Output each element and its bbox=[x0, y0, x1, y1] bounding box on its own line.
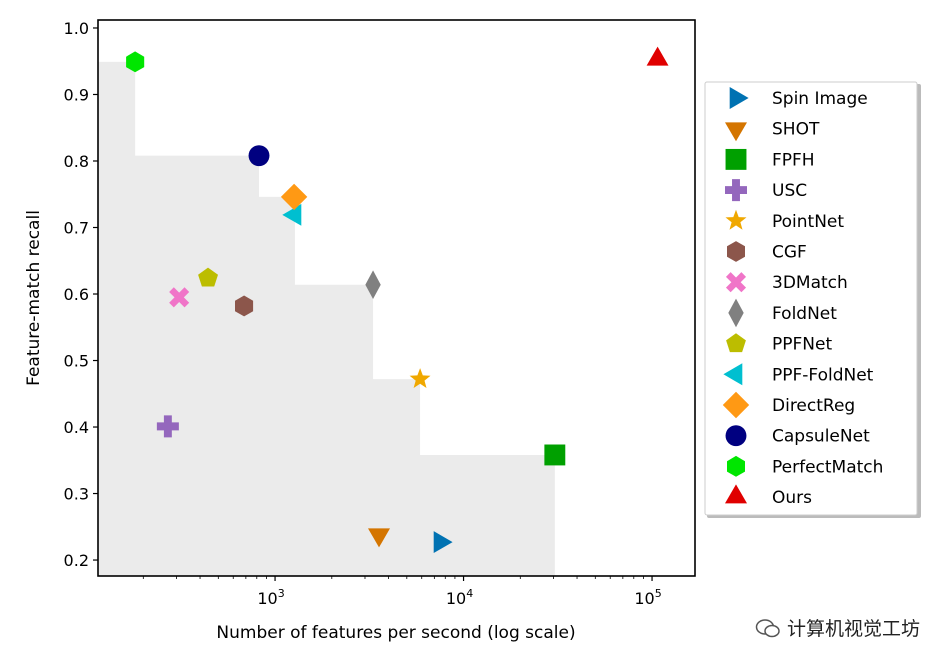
legend: Spin Image SHOT FPFH USC PointNet CGF 3DMatch F… bbox=[704, 81, 921, 518]
legend-label: FoldNet bbox=[772, 304, 837, 324]
legend-label: DirectReg bbox=[772, 396, 855, 416]
legend-entry: DirectReg bbox=[722, 391, 855, 419]
legend-entry: USC bbox=[725, 179, 807, 201]
data-point-foldnet bbox=[365, 270, 381, 299]
legend-label: CGF bbox=[772, 243, 807, 263]
legend-entry: PPFNet bbox=[726, 333, 832, 355]
watermark-text: 计算机视觉工坊 bbox=[786, 618, 920, 640]
y-tick-label: 0.7 bbox=[64, 219, 89, 238]
y-tick-label: 0.2 bbox=[64, 551, 89, 570]
data-point-spin-image bbox=[433, 531, 453, 553]
x-tick-label: 104 bbox=[446, 587, 473, 608]
plot-frame bbox=[97, 19, 696, 577]
wechat-icon bbox=[755, 618, 780, 637]
data-points bbox=[126, 46, 669, 553]
y-tick-label: 1.0 bbox=[64, 19, 89, 38]
legend-entry: PointNet bbox=[725, 209, 844, 232]
legend-label: PerfectMatch bbox=[772, 457, 883, 477]
watermark: 计算机视觉工坊 bbox=[755, 614, 920, 641]
data-point-3dmatch bbox=[169, 287, 190, 308]
data-point-pointnet bbox=[409, 368, 431, 388]
legend-entry: SHOT bbox=[725, 120, 820, 142]
legend-label: Ours bbox=[772, 488, 812, 508]
y-axis-label: Feature-match recall bbox=[24, 210, 44, 386]
y-tick-label: 0.9 bbox=[64, 85, 89, 104]
data-point-directreg bbox=[280, 183, 308, 211]
y-tick-label: 0.3 bbox=[64, 485, 89, 504]
x-tick-label: 105 bbox=[634, 587, 661, 608]
x-tick-label: 103 bbox=[257, 587, 284, 608]
legend-box bbox=[704, 81, 918, 516]
data-point-capsulenet bbox=[248, 145, 270, 167]
legend-entry: Ours bbox=[725, 484, 812, 508]
legend-entry: PerfectMatch bbox=[727, 455, 883, 477]
data-point-ppfnet bbox=[198, 267, 218, 287]
legend-entry: CGF bbox=[727, 241, 807, 263]
x-axis-label: Number of features per second (log scale… bbox=[216, 623, 575, 643]
y-tick-label: 0.4 bbox=[64, 418, 89, 437]
legend-label: PPFNet bbox=[772, 335, 832, 355]
legend-label: FPFH bbox=[772, 150, 815, 170]
frontier-area bbox=[98, 61, 555, 576]
legend-label: Spin Image bbox=[772, 89, 868, 109]
data-point-shot bbox=[368, 528, 390, 548]
legend-label: USC bbox=[772, 181, 807, 201]
data-point-ours bbox=[646, 46, 669, 66]
legend-label: PPF-FoldNet bbox=[772, 365, 874, 385]
y-tick-label: 0.6 bbox=[64, 285, 89, 304]
data-point-ppf-foldnet bbox=[282, 203, 302, 226]
legend-label: CapsuleNet bbox=[772, 427, 870, 447]
legend-entry: FoldNet bbox=[728, 298, 837, 328]
legend-entry: PPF-FoldNet bbox=[723, 363, 874, 386]
data-point-usc bbox=[156, 415, 179, 438]
y-tick-label: 0.5 bbox=[64, 352, 89, 371]
legend-label: SHOT bbox=[772, 120, 820, 140]
legend-entry: FPFH bbox=[725, 148, 815, 170]
y-tick-label: 0.8 bbox=[64, 152, 89, 171]
legend-label: 3DMatch bbox=[772, 273, 848, 293]
legend-entry: CapsuleNet bbox=[725, 425, 870, 447]
legend-label: PointNet bbox=[772, 212, 844, 232]
legend-entry: 3DMatch bbox=[725, 272, 848, 293]
data-point-perfectmatch bbox=[126, 51, 145, 73]
data-point-cgf bbox=[235, 295, 254, 317]
frontier-shading bbox=[98, 61, 555, 576]
legend-entry: Spin Image bbox=[729, 87, 868, 109]
data-point-fpfh bbox=[544, 444, 566, 466]
